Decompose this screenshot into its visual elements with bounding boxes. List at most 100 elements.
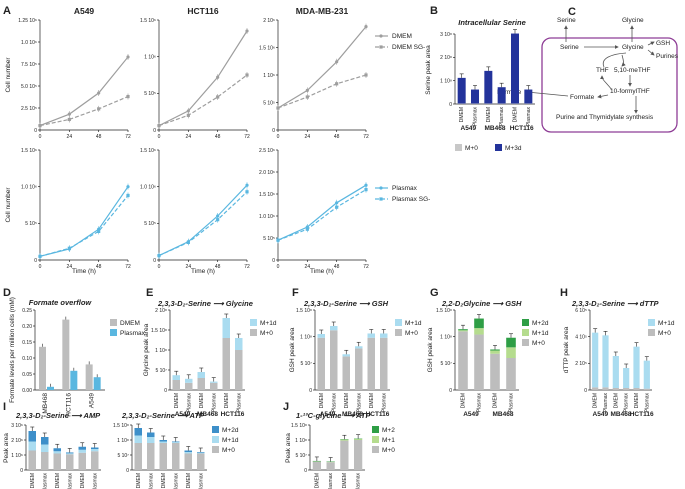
- panel-b-m0-legend-swatch: [455, 144, 462, 151]
- panel-b-bar-label: Plasmax: [499, 107, 505, 127]
- panel-b-bar: [484, 70, 493, 104]
- node-formyl-thf: 10-formylTHF: [610, 88, 650, 95]
- panel-b-group-label: HCT116: [510, 125, 534, 132]
- panel-a-top-1-xtick-label: 48: [215, 134, 221, 140]
- panel-a-top-0-xtick-label: 24: [67, 134, 73, 140]
- panel-b-ytick-label: 3 10⁸: [440, 32, 452, 38]
- panel-b-ytick-label: 1 10⁸: [440, 78, 452, 84]
- panel-a-bottom-1-ytick-label: 1.0 10⁶: [140, 184, 156, 190]
- panel-f-bar-label: Plasmax: [356, 393, 362, 413]
- panel-b-m3-legend-swatch: [495, 144, 502, 151]
- panel-h-bar: [633, 388, 640, 390]
- panel-f-bar: [330, 330, 338, 390]
- panel-a-bottom-2-ytick-label: 1.0 10⁶: [259, 214, 275, 220]
- panel-a-legend-marker: [379, 45, 383, 49]
- panel-d-legend-swatch: [110, 329, 117, 336]
- panel-f-group-label: HCT116: [366, 411, 390, 418]
- panel-a-top-0-ytick-label: 5.0 10⁵: [21, 84, 37, 90]
- panel-h-group-label: A549: [593, 411, 609, 418]
- panel-f-bar: [317, 334, 325, 338]
- panel-e-bar: [197, 378, 205, 390]
- panel-f-bar: [380, 333, 388, 338]
- panel-i-atp-ytick-label: 0: [126, 468, 129, 474]
- panel-i-atp-bar: [134, 435, 142, 443]
- panel-b-label: B: [430, 5, 438, 17]
- panel-a-bottom-1-xtick-label: 48: [215, 264, 221, 270]
- cell-compartment-box: [541, 37, 678, 133]
- panel-i-amp-bar: [28, 441, 36, 451]
- node-gsh: GSH: [656, 40, 670, 47]
- panel-g-bar-label: DMEM: [461, 393, 467, 408]
- panel-f-legend-swatch: [395, 319, 402, 326]
- panel-d-bar: [70, 370, 78, 390]
- panel-h-bar: [612, 356, 619, 388]
- panel-e-bar: [235, 338, 243, 350]
- panel-e-ytick-label: 1.5 10⁸: [151, 328, 167, 334]
- panel-d-bar: [85, 364, 93, 390]
- panel-e-bar: [222, 338, 230, 390]
- panel-g-bar: [474, 318, 484, 329]
- panel-b-group-label: MB468: [485, 125, 506, 132]
- panel-g-title: 2,2-D₂Glycine ⟶ GSH: [441, 299, 522, 308]
- panel-d-ytick-label: 0.20: [22, 324, 32, 330]
- panel-f-ylabel: GSH peak area: [289, 327, 296, 372]
- panel-j-ylabel: Peak area: [285, 433, 292, 463]
- panel-h-bar: [602, 335, 609, 388]
- panel-h-bar: [643, 360, 650, 389]
- panel-d-ytick-label: 0.10: [22, 356, 32, 362]
- panel-a-bottom-1-xtick-label: 72: [244, 264, 250, 270]
- panel-e-legend-swatch: [250, 319, 257, 326]
- panel-h-bar-label: Plasmax: [603, 393, 609, 413]
- panel-i-amp-bar-label: Plasmax: [67, 473, 73, 489]
- panel-a-bottom-0-xtick-label: 48: [96, 264, 102, 270]
- panel-i-atp-bar: [184, 452, 192, 454]
- panel-f-bar-label: DMEM: [369, 393, 375, 408]
- panel-e-bar: [197, 372, 205, 378]
- panel-e-bar: [185, 378, 193, 383]
- panel-a-top-1-xtick-label: 72: [244, 134, 250, 140]
- node-serine: Serine: [560, 44, 579, 51]
- panel-f-ytick-label: 5 10⁷: [300, 361, 312, 367]
- panel-e-bar-label: Plasmax: [186, 393, 192, 413]
- panel-i-atp-bar-label: Plasmax: [148, 473, 154, 489]
- panel-i-amp-ytick-label: 2 10⁶: [11, 438, 23, 444]
- panel-j-ytick-label: 5 10⁷: [295, 453, 307, 459]
- node-thf: THF: [596, 67, 609, 74]
- panel-i-title-atp: 2,3,3-D₂-Serine ⟶ ATP: [121, 411, 205, 420]
- node-glycine-extracellular: Glycine: [622, 17, 644, 24]
- panel-f-bar: [317, 337, 325, 390]
- panel-a-bottom-2-xtick-label: 72: [363, 264, 369, 270]
- panel-e-bar: [235, 350, 243, 390]
- panel-e-legend-label: M+1d: [260, 320, 277, 327]
- panel-b-group-label: A549: [461, 125, 477, 132]
- panel-e-bar: [222, 318, 230, 338]
- panel-a-subplot-title: HCT116: [187, 6, 218, 16]
- panel-h-bar: [643, 388, 650, 390]
- panel-i-atp-ytick-label: 1.5 10⁸: [113, 423, 129, 429]
- panel-i-legend-label: M+1d: [222, 437, 239, 444]
- panel-f-bar-label: Plasmax: [381, 393, 387, 413]
- panel-d-ytick-label: 0.15: [22, 340, 32, 346]
- panel-j-title: 1-¹³C-glycine ⟶ ATP: [296, 411, 372, 420]
- node-formate-intracellular: Formate: [570, 94, 595, 101]
- panel-a-bottom-0-series-line: [39, 186, 129, 257]
- panel-a-top-2-series-line: [277, 74, 367, 109]
- panel-a-xlabel: Time (h): [72, 268, 96, 275]
- panel-i-amp-bar: [78, 449, 86, 453]
- panel-i-atp-bar: [159, 441, 167, 443]
- panel-i-amp-bar: [28, 450, 36, 470]
- panel-i-legend-swatch: [212, 426, 219, 433]
- panel-b-ytick-label: 2 10⁸: [440, 55, 452, 61]
- panel-g-bar: [490, 349, 500, 351]
- panel-h-bar: [592, 387, 599, 390]
- panel-a-bottom-2-ytick-label: 0: [272, 258, 275, 264]
- panel-f-legend-label: M+0: [405, 330, 418, 337]
- panel-g-legend-swatch: [522, 339, 529, 346]
- panel-j-bar-label: Plasmax: [328, 473, 334, 489]
- panel-a-bottom-2-series-line: [277, 189, 367, 241]
- panel-d-ytick-label: 0.25: [22, 308, 32, 314]
- panel-a-top-2-ytick-label: 5 10⁵: [263, 100, 275, 106]
- panel-j-ytick-label: 1 10⁸: [295, 438, 307, 444]
- panel-a-top-1-xtick-label: 0: [158, 134, 161, 140]
